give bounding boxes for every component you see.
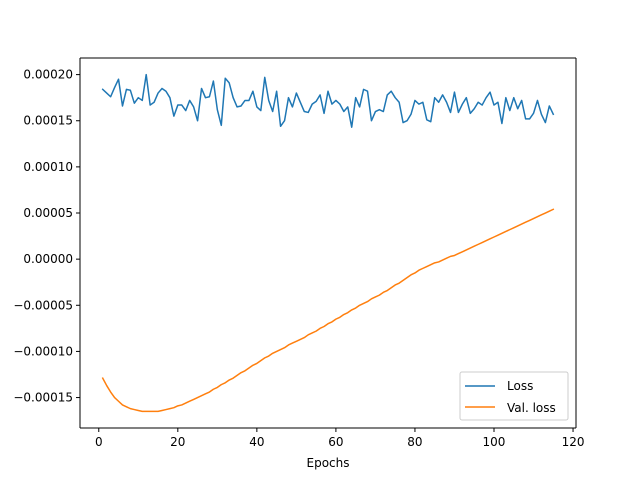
x-tick-label: 40 bbox=[249, 435, 264, 449]
legend-box bbox=[459, 371, 569, 421]
x-tick-label: 20 bbox=[170, 435, 185, 449]
legend: Loss Val. loss bbox=[459, 371, 569, 421]
y-axis-ticks: −0.00015 −0.00010 −0.00005 0.00000 0.00005 0.… bbox=[13, 68, 80, 405]
x-axis-label: Epochs bbox=[307, 456, 350, 470]
series-line-val-loss bbox=[101, 208, 555, 413]
x-axis-ticks: 0 20 40 60 80 100 120 bbox=[95, 428, 585, 449]
y-tick-label: −0.00005 bbox=[13, 298, 73, 312]
y-tick-label: −0.00010 bbox=[13, 344, 73, 358]
y-tick-label: 0.00020 bbox=[23, 68, 73, 82]
y-tick-label: 0.00010 bbox=[23, 160, 73, 174]
axes-frame bbox=[79, 57, 577, 429]
y-tick-label: 0.00015 bbox=[23, 114, 73, 128]
x-tick-label: 100 bbox=[483, 435, 506, 449]
series-layer bbox=[101, 73, 555, 413]
plot-area bbox=[80, 58, 576, 428]
x-tick-label: 60 bbox=[328, 435, 343, 449]
legend-label-val-loss: Val. loss bbox=[507, 401, 556, 415]
x-tick-label: 120 bbox=[562, 435, 585, 449]
series-line-loss bbox=[101, 73, 555, 128]
y-tick-label: 0.00005 bbox=[23, 206, 73, 220]
x-tick-label: 80 bbox=[407, 435, 422, 449]
y-tick-label: −0.00015 bbox=[13, 391, 73, 405]
x-tick-label: 0 bbox=[95, 435, 103, 449]
legend-label-loss: Loss bbox=[507, 379, 533, 393]
y-tick-label: 0.00000 bbox=[23, 252, 73, 266]
